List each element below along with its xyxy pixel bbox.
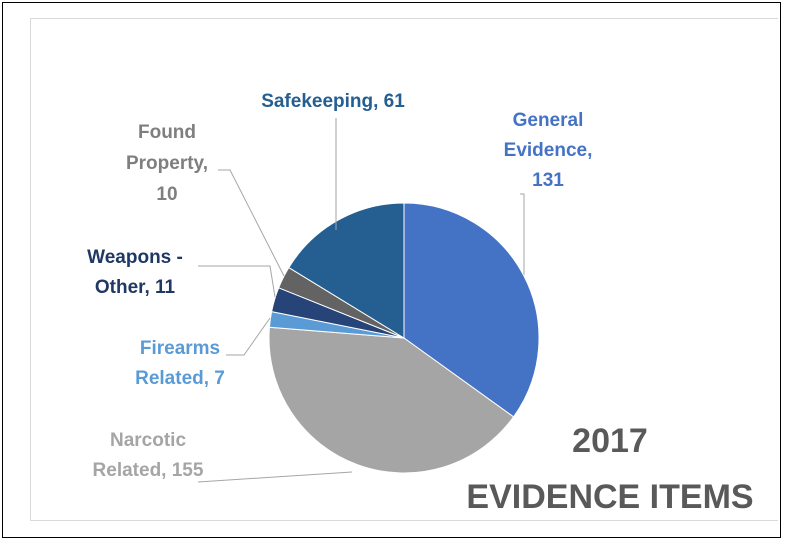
pie-slice [403, 202, 540, 418]
chart-area [30, 18, 778, 521]
pie-slice [268, 326, 515, 474]
pie-slices [268, 202, 540, 474]
slice-label: Weapons - Other, 11 [87, 247, 183, 298]
slice-label: Safekeeping, 61 [261, 91, 405, 112]
leader-line [218, 169, 285, 277]
slice-label: General Evidence, 131 [504, 110, 593, 191]
chart-title-year: 2017 [572, 422, 648, 460]
slice-label-line: Weapons - [87, 247, 183, 268]
slice-label-line: Narcotic [110, 430, 186, 451]
slice-label-line: 131 [532, 170, 564, 191]
slice-label-line: 10 [156, 184, 177, 205]
slice-label: Narcotic Related, 155 [93, 430, 204, 481]
slice-labels: General Evidence, 131 Narcotic Related, 155 F… [87, 91, 592, 481]
leader-line [197, 471, 353, 483]
pie-slice [288, 202, 405, 339]
slice-label: Firearms Related, 7 [135, 338, 225, 389]
slice-label-line: Related, 155 [93, 460, 204, 481]
slice-label-line: Other, 11 [95, 277, 176, 298]
slice-label-line: Firearms [140, 338, 220, 359]
leader-line [198, 265, 276, 298]
chart-title-main: EVIDENCE ITEMS [466, 478, 753, 516]
slice-label-line: General [513, 110, 584, 131]
slice-label-line: Found [138, 122, 196, 143]
leader-line [226, 317, 271, 356]
slice-label: Found Property, 10 [126, 122, 208, 205]
leader-lines [197, 118, 525, 483]
slice-label-line: Evidence, [504, 140, 593, 161]
leader-line [520, 193, 525, 275]
slice-label-line: Property, [126, 153, 208, 174]
slice-label-line: Related, 7 [135, 368, 225, 389]
slice-label-line: Safekeeping, 61 [261, 91, 405, 112]
